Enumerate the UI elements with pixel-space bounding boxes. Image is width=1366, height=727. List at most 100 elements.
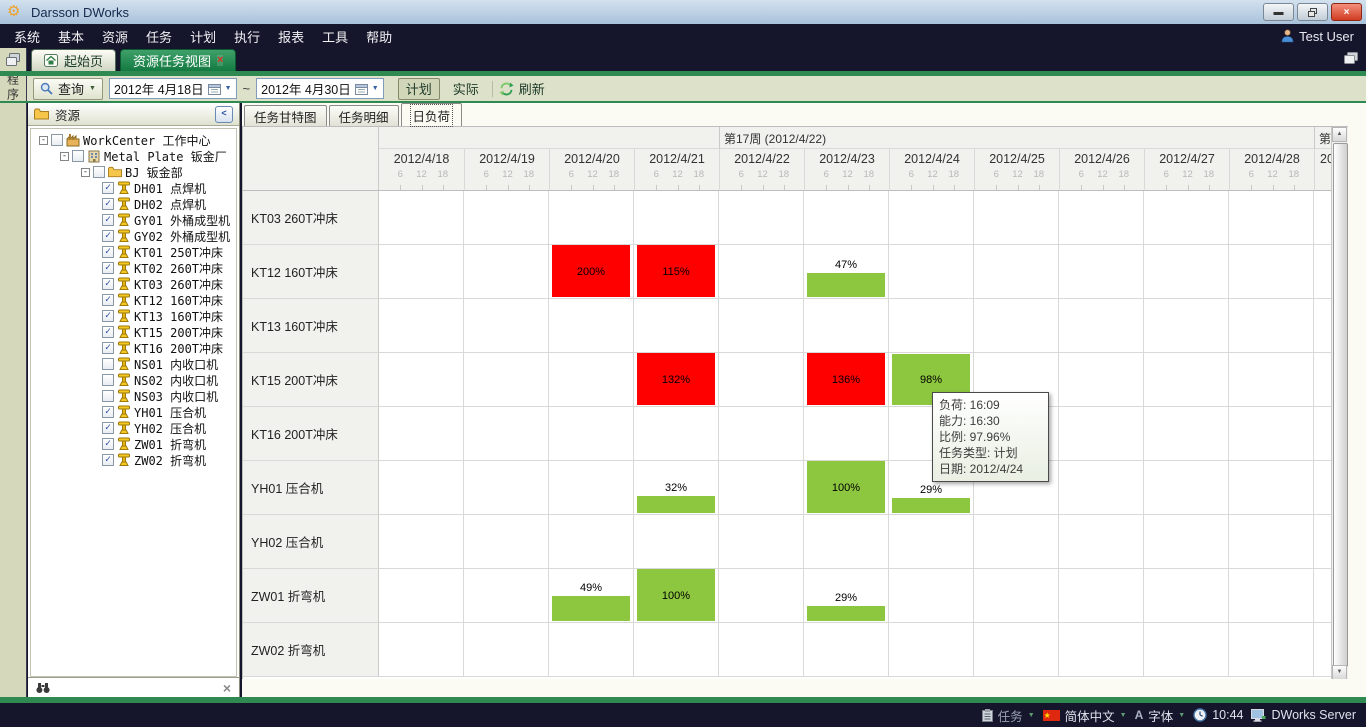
menu-item-2[interactable]: 基本: [58, 29, 85, 45]
load-cell-2012-4-25[interactable]: [974, 191, 1059, 245]
tab-list-icon[interactable]: [1343, 52, 1358, 65]
load-cell-2012-4-18[interactable]: [379, 407, 464, 461]
tree-item-dh02[interactable]: ✓ DH02 点焊机: [31, 196, 236, 212]
tree-checkbox[interactable]: [102, 374, 114, 386]
close-button[interactable]: ×: [1331, 3, 1362, 21]
load-cell-2012-4-27[interactable]: [1144, 623, 1229, 677]
load-cell-2012-4-21[interactable]: 115%: [634, 245, 719, 299]
load-cell-2012-4-23[interactable]: 47%: [804, 245, 889, 299]
tree-item-zw01[interactable]: ✓ ZW01 折弯机: [31, 436, 236, 452]
load-cell-2012-4-22[interactable]: [719, 245, 804, 299]
load-cell-2012-4-18[interactable]: [379, 461, 464, 515]
load-cell-2012-4-28[interactable]: [1229, 191, 1314, 245]
tree-item-metal[interactable]: - Metal Plate 钣金厂: [31, 148, 236, 164]
load-cell-2012-4-19[interactable]: [464, 299, 549, 353]
load-cell-2012-4-28[interactable]: [1229, 515, 1314, 569]
tree-item-kt01[interactable]: ✓ KT01 250T冲床: [31, 244, 236, 260]
load-cell-2012-4-18[interactable]: [379, 353, 464, 407]
load-cell-2012-4-20[interactable]: [549, 407, 634, 461]
tree-item-gy01[interactable]: ✓ GY01 外桶成型机: [31, 212, 236, 228]
load-cell-2012-4-23[interactable]: 100%: [804, 461, 889, 515]
load-cell-2012-4-26[interactable]: [1059, 299, 1144, 353]
load-cell-2012-4-19[interactable]: [464, 569, 549, 623]
menu-item-7[interactable]: 报表: [278, 29, 305, 45]
load-cell-2012-4-28[interactable]: [1229, 353, 1314, 407]
load-cell-2012-4-22[interactable]: [719, 515, 804, 569]
load-cell-2012-4-24[interactable]: [889, 245, 974, 299]
load-cell-2012-4-23[interactable]: [804, 407, 889, 461]
user-area[interactable]: Test User: [1281, 24, 1354, 48]
tree-checkbox[interactable]: [51, 134, 63, 146]
vertical-scrollbar[interactable]: ▲ ▼: [1331, 127, 1348, 679]
tree-item-ns03[interactable]: NS03 内收口机: [31, 388, 236, 404]
scroll-up-icon[interactable]: ▲: [1332, 127, 1347, 142]
tree-checkbox[interactable]: ✓: [102, 182, 114, 194]
load-cell-2012-4-20[interactable]: [549, 623, 634, 677]
status-task-dropdown[interactable]: 任务 ▼: [981, 706, 1035, 725]
load-cell-2012-4-25[interactable]: [974, 569, 1059, 623]
load-cell-2012-4-19[interactable]: [464, 515, 549, 569]
menu-item-6[interactable]: 执行: [234, 29, 261, 45]
load-cell-2012-4-26[interactable]: [1059, 245, 1144, 299]
load-cell-2012-4-23[interactable]: [804, 515, 889, 569]
load-cell-2012-4-20[interactable]: [549, 353, 634, 407]
load-cell-2012-4-22[interactable]: [719, 353, 804, 407]
load-cell-2012-4-28[interactable]: [1229, 623, 1314, 677]
tree-item-workcenter[interactable]: - WorkCenter 工作中心: [31, 132, 236, 148]
load-cell-2012-4-28[interactable]: [1229, 407, 1314, 461]
tab-start-page[interactable]: 起始页: [31, 49, 117, 71]
tree-checkbox[interactable]: ✓: [102, 294, 114, 306]
restore-button[interactable]: [1297, 3, 1328, 21]
load-cell-2012-4-18[interactable]: [379, 191, 464, 245]
load-bar[interactable]: [552, 245, 630, 297]
tree-item-kt16[interactable]: ✓ KT16 200T冲床: [31, 340, 236, 356]
load-cell-2012-4-24[interactable]: [889, 569, 974, 623]
load-cell-2012-4-27[interactable]: [1144, 461, 1229, 515]
load-cell-2012-4-23[interactable]: [804, 299, 889, 353]
tree-item-kt13[interactable]: ✓ KT13 160T冲床: [31, 308, 236, 324]
load-bar[interactable]: [807, 273, 885, 297]
refresh-button[interactable]: 刷新: [499, 79, 545, 98]
tree-checkbox[interactable]: ✓: [102, 438, 114, 450]
load-bar[interactable]: [892, 498, 970, 513]
load-cell-2012-4-27[interactable]: [1144, 245, 1229, 299]
load-cell-2012-4-23[interactable]: [804, 191, 889, 245]
load-cell-2012-4-21[interactable]: 100%: [634, 569, 719, 623]
tree-checkbox[interactable]: ✓: [102, 454, 114, 466]
query-button[interactable]: 查询 ▼: [33, 77, 103, 100]
load-cell-2012-4-27[interactable]: [1144, 353, 1229, 407]
load-cell-2012-4-23[interactable]: 136%: [804, 353, 889, 407]
load-cell-2012-4-20[interactable]: 49%: [549, 569, 634, 623]
load-cell-2012-4-28[interactable]: [1229, 569, 1314, 623]
load-cell-2012-4-21[interactable]: [634, 299, 719, 353]
load-cell-2012-4-25[interactable]: [974, 623, 1059, 677]
status-language-dropdown[interactable]: ★ 简体中文 ▼: [1042, 706, 1127, 725]
actual-toggle-button[interactable]: 实际: [446, 79, 486, 99]
date-from-picker[interactable]: 2012年 4月18日 ▼: [108, 78, 237, 99]
tree-checkbox[interactable]: ✓: [102, 278, 114, 290]
tree-item-kt15[interactable]: ✓ KT15 200T冲床: [31, 324, 236, 340]
load-cell-2012-4-18[interactable]: [379, 245, 464, 299]
tree-checkbox[interactable]: ✓: [102, 230, 114, 242]
load-cell-2012-4-21[interactable]: [634, 407, 719, 461]
tree-item-yh02[interactable]: ✓ YH02 压合机: [31, 420, 236, 436]
load-cell-2012-4-28[interactable]: [1229, 461, 1314, 515]
tree-checkbox[interactable]: [102, 358, 114, 370]
load-bar[interactable]: [637, 245, 715, 297]
tree-item-kt03[interactable]: ✓ KT03 260T冲床: [31, 276, 236, 292]
load-cell-2012-4-24[interactable]: [889, 623, 974, 677]
tree-checkbox[interactable]: ✓: [102, 246, 114, 258]
view-tab-1[interactable]: 任务甘特图: [244, 105, 327, 126]
load-cell-2012-4-18[interactable]: [379, 299, 464, 353]
load-cell-2012-4-20[interactable]: 200%: [549, 245, 634, 299]
tab-resource-task-view[interactable]: 资源任务视图 ×: [120, 49, 237, 71]
load-cell-2012-4-19[interactable]: [464, 407, 549, 461]
menu-item-3[interactable]: 资源: [102, 29, 129, 45]
tree-checkbox[interactable]: ✓: [102, 406, 114, 418]
tree-checkbox[interactable]: [93, 166, 105, 178]
menu-item-8[interactable]: 工具: [322, 29, 349, 45]
load-cell-2012-4-21[interactable]: 132%: [634, 353, 719, 407]
menu-item-5[interactable]: 计划: [190, 29, 217, 45]
tree-checkbox[interactable]: ✓: [102, 310, 114, 322]
load-cell-2012-4-20[interactable]: [549, 461, 634, 515]
